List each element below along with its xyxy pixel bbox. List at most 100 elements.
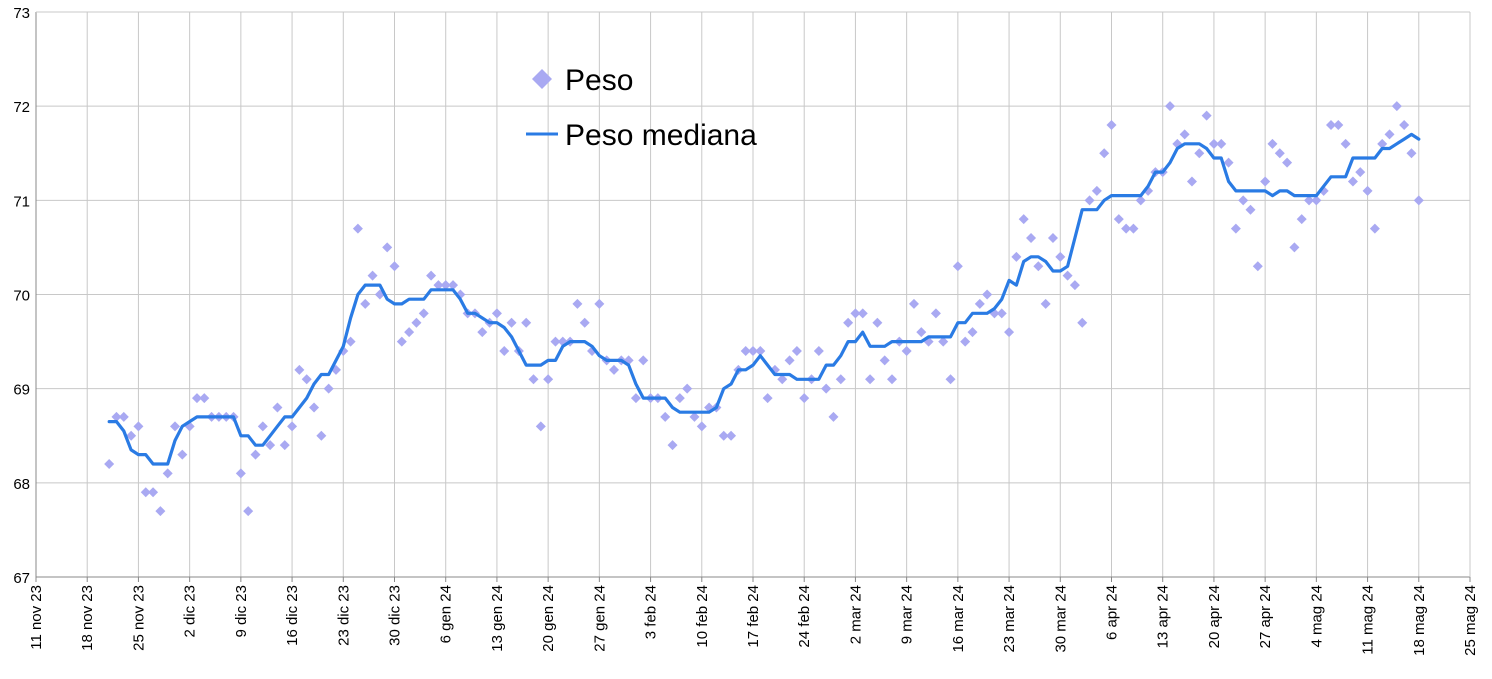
peso-point: [1004, 327, 1015, 338]
peso-point: [294, 364, 305, 375]
peso-point: [1340, 138, 1351, 149]
peso-point: [1245, 204, 1256, 215]
peso-point: [1165, 101, 1176, 112]
peso-point: [1186, 176, 1197, 187]
x-tick-label: 16 dic 23: [284, 585, 301, 646]
peso-point: [1223, 157, 1234, 168]
peso-point: [872, 317, 883, 328]
peso-point: [177, 449, 188, 460]
y-tick-label: 73: [13, 5, 30, 22]
peso-point: [1311, 195, 1322, 206]
peso-point: [1179, 129, 1190, 140]
peso-point: [1377, 138, 1388, 149]
peso-point: [309, 402, 320, 413]
peso-point: [799, 393, 810, 404]
peso-point: [1384, 129, 1395, 140]
x-tick-label: 11 nov 23: [28, 585, 45, 650]
x-tick-label: 2 mar 24: [847, 585, 864, 644]
peso-point: [850, 308, 861, 319]
peso-point: [301, 374, 312, 385]
peso-point: [1325, 120, 1336, 130]
peso-point: [162, 468, 173, 479]
peso-point: [1069, 280, 1080, 291]
peso-point: [382, 242, 393, 253]
peso-point: [1355, 167, 1366, 178]
x-tick-label: 11 mag 24: [1360, 585, 1377, 655]
x-axis-ticks: 11 nov 23 18 nov 23 25 nov 23 2 dic 23 9 dic…: [28, 577, 1479, 656]
peso-point: [1121, 223, 1132, 234]
peso-point: [1230, 223, 1241, 234]
peso-point: [1033, 261, 1044, 272]
peso-point: [345, 336, 356, 347]
series-peso: [104, 101, 1424, 517]
peso-point: [660, 411, 671, 422]
x-tick-label: 18 mag 24: [1411, 585, 1428, 656]
peso-point: [1260, 176, 1271, 187]
peso-point: [506, 317, 517, 328]
peso-point: [982, 289, 993, 300]
peso-point: [1252, 261, 1263, 272]
peso-point: [433, 280, 444, 291]
x-tick-label: 30 dic 23: [387, 585, 404, 646]
peso-point: [1399, 120, 1410, 130]
peso-point: [960, 336, 971, 347]
peso-point: [1406, 148, 1417, 159]
peso-point: [396, 336, 407, 347]
peso-point: [828, 411, 839, 422]
x-tick-label: 13 gen 24: [489, 585, 506, 652]
peso-point: [901, 346, 912, 356]
x-tick-label: 25 mag 24: [1462, 585, 1479, 656]
peso-point: [360, 298, 371, 309]
peso-point: [1333, 120, 1344, 130]
peso-point: [235, 468, 246, 479]
peso-point: [1135, 195, 1146, 206]
x-tick-label: 27 gen 24: [591, 585, 608, 652]
peso-point: [1194, 148, 1205, 159]
x-tick-label: 17 feb 24: [745, 585, 762, 648]
peso-point: [857, 308, 868, 319]
peso-point: [448, 280, 459, 291]
legend: Peso Peso mediana: [526, 64, 757, 152]
peso-point: [762, 393, 773, 404]
peso-point: [879, 355, 890, 366]
peso-point: [243, 506, 254, 517]
peso-point: [1208, 138, 1219, 149]
peso-point: [1084, 195, 1095, 206]
legend-marker-peso: [532, 69, 552, 89]
y-tick-label: 69: [13, 382, 30, 399]
peso-point: [579, 317, 590, 328]
peso-point: [1077, 317, 1088, 328]
peso-point: [1282, 157, 1293, 168]
x-tick-label: 20 gen 24: [540, 585, 557, 652]
peso-point: [1062, 270, 1073, 281]
peso-point: [748, 346, 758, 356]
peso-point: [1216, 138, 1227, 149]
peso-point: [250, 449, 261, 460]
peso-point: [528, 374, 539, 385]
peso-point: [1047, 233, 1058, 243]
peso-point: [1362, 185, 1373, 196]
peso-point: [1026, 233, 1037, 243]
series-peso-mediana: [107, 132, 1421, 466]
x-tick-label: 18 nov 23: [79, 585, 96, 651]
peso-point: [316, 430, 327, 441]
peso-point: [813, 346, 824, 356]
peso-point: [967, 327, 978, 338]
peso-point: [535, 421, 546, 432]
peso-point: [1106, 120, 1117, 130]
peso-point: [199, 393, 210, 404]
peso-point: [821, 383, 832, 394]
legend-label-peso: Peso: [565, 64, 633, 97]
x-tick-label: 20 apr 24: [1206, 585, 1223, 648]
x-tick-label: 27 apr 24: [1257, 585, 1274, 648]
peso-point: [389, 261, 400, 272]
peso-point: [1347, 176, 1358, 187]
peso-point: [726, 430, 737, 441]
peso-point: [1040, 298, 1051, 309]
peso-point: [1099, 148, 1110, 159]
peso-point: [887, 374, 898, 385]
x-tick-label: 10 feb 24: [694, 585, 711, 648]
peso-point: [791, 346, 802, 356]
peso-point: [952, 261, 963, 272]
